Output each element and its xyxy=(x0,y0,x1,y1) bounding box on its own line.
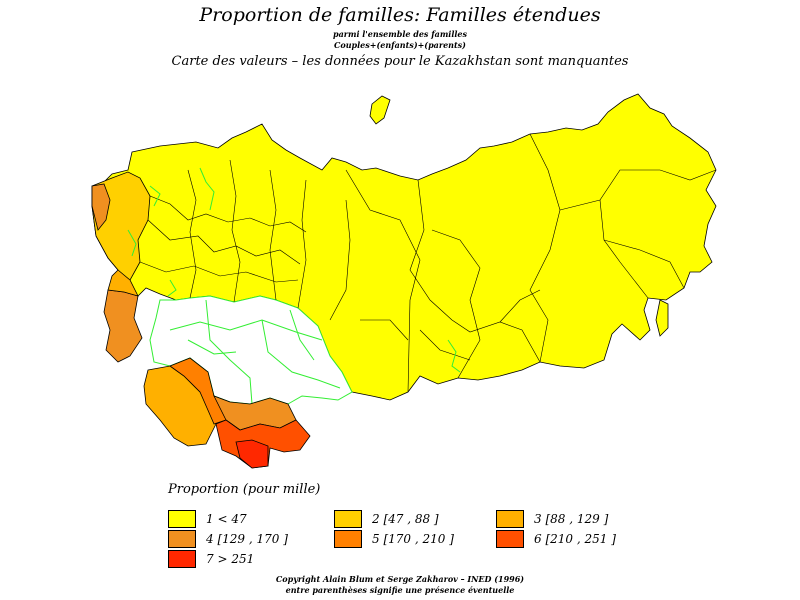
legend-label-4: 4 [129 , 170 ] xyxy=(206,532,288,546)
legend-swatch-2 xyxy=(334,510,362,528)
map-subtitle-definition: Couples+(enfants)+(parents) xyxy=(334,40,466,50)
legend-swatch-7 xyxy=(168,550,196,568)
region-caucasus xyxy=(107,269,139,297)
legend-item-3: 3 [88 , 129 ] xyxy=(496,510,608,528)
legend-swatch-5 xyxy=(334,530,362,548)
internal-region-borders xyxy=(139,133,717,393)
legend-label-7: 7 > 251 xyxy=(206,552,255,566)
legend-item-6: 6 [210 , 251 ] xyxy=(496,530,616,548)
legend-swatch-3 xyxy=(496,510,524,528)
map-subtitle-population: parmi l'ensemble des familles xyxy=(332,29,467,39)
copyright-footer: Copyright Alain Blum et Serge Zakharov –… xyxy=(0,574,800,596)
region-kyrgyzstan xyxy=(235,439,269,469)
legend-swatch-1 xyxy=(168,510,196,528)
island-sakhalin xyxy=(655,299,669,337)
legend-title: Proportion (pour mille) xyxy=(168,482,321,497)
legend-item-5: 5 [170 , 210 ] xyxy=(334,530,454,548)
island-novaya-zemlya xyxy=(369,95,391,125)
legend-item-1: 1 < 47 xyxy=(168,510,247,528)
kazakhstan-oblast-borders xyxy=(169,299,341,405)
region-baltic xyxy=(91,183,111,231)
legend-label-2: 2 [47 , 88 ] xyxy=(372,512,439,526)
copyright-line: Copyright Alain Blum et Serge Zakharov –… xyxy=(275,574,525,584)
legend-item-2: 2 [47 , 88 ] xyxy=(334,510,439,528)
legend-label-6: 6 [210 , 251 ] xyxy=(534,532,616,546)
legend-item-7: 7 > 251 xyxy=(168,550,254,568)
map-subtitle-note: Carte des valeurs – les données pour le … xyxy=(171,54,629,69)
map-title: Proportion de familles: Familles étendue… xyxy=(199,4,601,26)
legend-swatch-6 xyxy=(496,530,524,548)
legend-item-4: 4 [129 , 170 ] xyxy=(168,530,288,548)
legend-swatch-4 xyxy=(168,530,196,548)
region-ukraine-moldova xyxy=(103,289,143,363)
rivers xyxy=(127,167,461,373)
footnote-line: entre parenthèses signifie une présence … xyxy=(285,585,515,595)
legend-label-3: 3 [88 , 129 ] xyxy=(534,512,609,526)
legend-label-5: 5 [170 , 210 ] xyxy=(372,532,454,546)
legend-label-1: 1 < 47 xyxy=(206,512,247,526)
